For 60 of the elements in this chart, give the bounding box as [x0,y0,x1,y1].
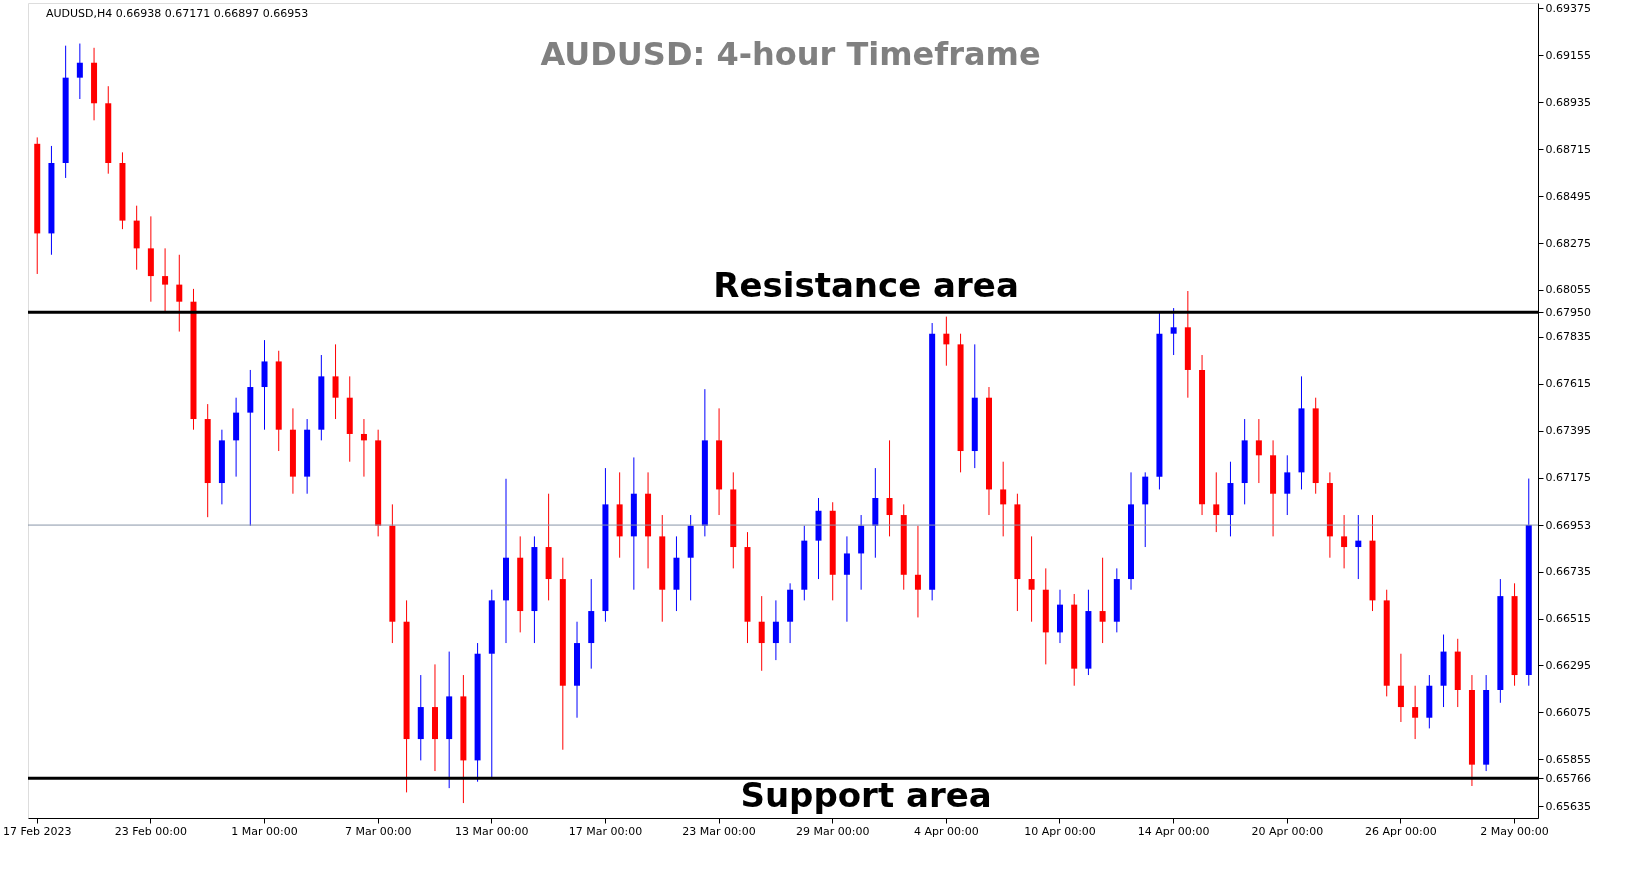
candlestick [758,595,765,672]
candlestick [1284,454,1291,516]
y-tick-label: 0.65635 [1545,799,1591,813]
candlestick [1341,514,1348,569]
candlestick [1028,535,1035,623]
ref-line-label: Resistance area [713,265,1019,306]
y-tick-label: 0.66075 [1545,705,1591,719]
x-tick-label: 1 Mar 00:00 [231,824,298,838]
annotation: AUDUSD,H4 0.66938 0.67171 0.66897 0.66953 [46,7,309,20]
candlestick [1099,557,1106,644]
candlestick [1397,653,1404,723]
candlestick [76,43,83,100]
y-tick-label: 0.69375 [1545,1,1591,15]
y-tick-label: 0.65766 [1545,771,1591,785]
candlestick [1355,514,1362,580]
y-tick-label: 0.66295 [1545,658,1591,672]
candlestick [886,439,893,537]
y-tick-label: 0.69155 [1545,48,1591,62]
y-tick-label: 0.67835 [1545,330,1591,344]
y-tick-label: 0.67395 [1545,424,1591,438]
candlestick [1412,685,1419,740]
y-tick-label: 0.65855 [1545,752,1591,766]
candlestick [772,599,779,661]
y-tick-label: 0.68275 [1545,236,1591,250]
x-tick-label: 7 Mar 00:00 [344,824,412,838]
x-tick-label: 13 Mar 00:00 [455,824,529,838]
x-tick-label: 4 Apr 00:00 [913,824,979,838]
y-tick-label: 0.66735 [1545,565,1591,579]
y-tick-label: 0.68055 [1545,283,1591,297]
candlestick [176,254,183,333]
x-tick-label: 29 Mar 00:00 [795,824,870,838]
x-tick-label: 20 Apr 00:00 [1251,824,1324,838]
y-tick-label: 0.67950 [1545,305,1591,319]
candlestick [914,525,921,618]
y-tick-label: 0.66953 [1545,518,1591,532]
y-tick-label: 0.68935 [1545,95,1591,109]
candlestick [1255,418,1262,484]
x-tick-label: 26 Apr 00:00 [1365,824,1437,838]
x-tick-label: 23 Mar 00:00 [682,824,756,838]
y-tick-label: 0.67615 [1545,377,1591,391]
candlestick [1170,307,1177,356]
y-tick-label: 0.67175 [1545,471,1591,485]
x-tick-label: 17 Feb 2023 [3,824,72,838]
x-tick-label: 2 May 00:00 [1480,824,1549,838]
candlestick [843,535,850,623]
candlestick [332,343,339,420]
text: AUDUSD: 4-hour Timeframe [540,35,1041,73]
x-tick-label: 14 Apr 00:00 [1137,824,1210,838]
x-tick-label: 17 Mar 00:00 [568,824,643,838]
y-tick-label: 0.68715 [1545,142,1591,156]
y-tick-label: 0.68495 [1545,189,1591,203]
ref-line-label: Support area [740,775,992,816]
y-tick-label: 0.66515 [1545,612,1591,626]
candlestick [1213,471,1220,533]
candlestick [1000,461,1007,537]
candlestick [162,247,169,313]
x-tick-label: 23 Feb 00:00 [114,824,187,838]
candlestick [360,418,367,478]
x-tick-label: 10 Apr 00:00 [1024,824,1096,838]
candlestick [943,316,950,367]
